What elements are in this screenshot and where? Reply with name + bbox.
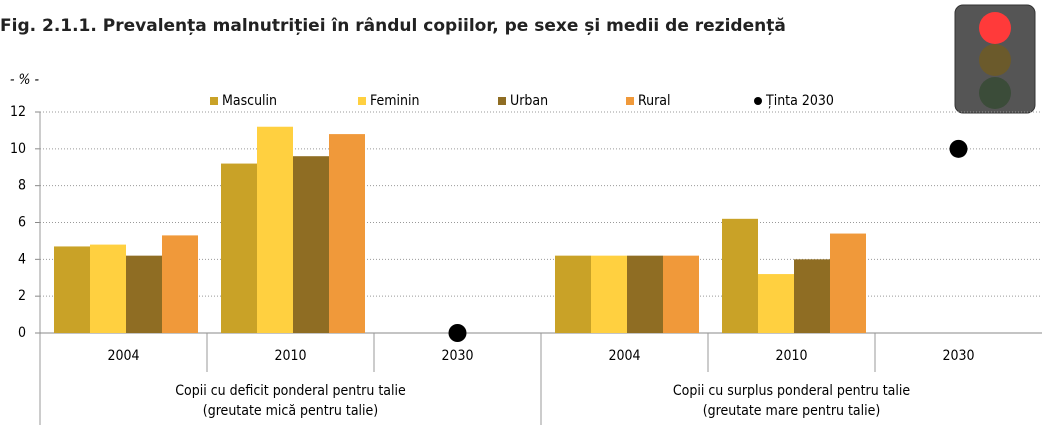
bar: [555, 255, 591, 333]
y-tick-label: 4: [18, 251, 26, 267]
bar: [758, 274, 794, 333]
x-tick-label: 2030: [441, 348, 473, 364]
y-tick-label: 12: [10, 104, 26, 120]
legend-marker: [754, 97, 762, 105]
bar: [90, 244, 126, 333]
bar: [126, 255, 162, 333]
y-tick-label: 8: [18, 178, 26, 194]
bar: [293, 156, 329, 333]
bar: [162, 235, 198, 333]
y-tick-label: 10: [10, 141, 26, 157]
bar: [794, 259, 830, 333]
chart-title: Fig. 2.1.1. Prevalența malnutriției în r…: [0, 16, 786, 36]
x-tick-label: 2010: [775, 348, 807, 364]
legend-label: Masculin: [222, 93, 277, 109]
target-point: [448, 324, 467, 342]
bar: [329, 134, 365, 333]
bar: [54, 246, 90, 333]
x-tick-label: 2010: [274, 348, 306, 364]
light-amber: [979, 44, 1011, 76]
legend-label: Rural: [638, 93, 671, 109]
group-label: Copii cu surplus ponderal pentru talie: [673, 383, 910, 399]
light-green: [979, 77, 1011, 109]
bar: [257, 126, 293, 333]
x-tick-label: 2004: [107, 348, 139, 364]
target-point: [949, 139, 968, 158]
legend-marker: [358, 97, 366, 105]
bar: [663, 255, 699, 333]
x-tick-label: 2004: [608, 348, 640, 364]
group-label: (greutate mare pentru talie): [703, 403, 881, 419]
bar: [722, 218, 758, 333]
legend-marker: [626, 97, 634, 105]
traffic-light: [954, 4, 1036, 114]
legend-marker: [498, 97, 506, 105]
bar: [830, 233, 866, 333]
legend-label: Ținta 2030: [765, 93, 834, 109]
bar: [591, 255, 627, 333]
legend-label: Urban: [510, 93, 548, 109]
group-label: Copii cu deficit ponderal pentru talie: [175, 383, 406, 399]
y-tick-label: 0: [18, 325, 26, 341]
y-tick-label: 6: [18, 215, 26, 231]
y-tick-label: 2: [18, 288, 26, 304]
legend-label: Feminin: [370, 93, 419, 109]
bar: [627, 255, 663, 333]
light-red: [979, 12, 1011, 44]
x-tick-label: 2030: [942, 348, 974, 364]
bar: [221, 163, 257, 333]
group-label: (greutate mică pentru talie): [203, 403, 378, 419]
y-axis-label: - % -: [10, 72, 40, 88]
legend-marker: [210, 97, 218, 105]
